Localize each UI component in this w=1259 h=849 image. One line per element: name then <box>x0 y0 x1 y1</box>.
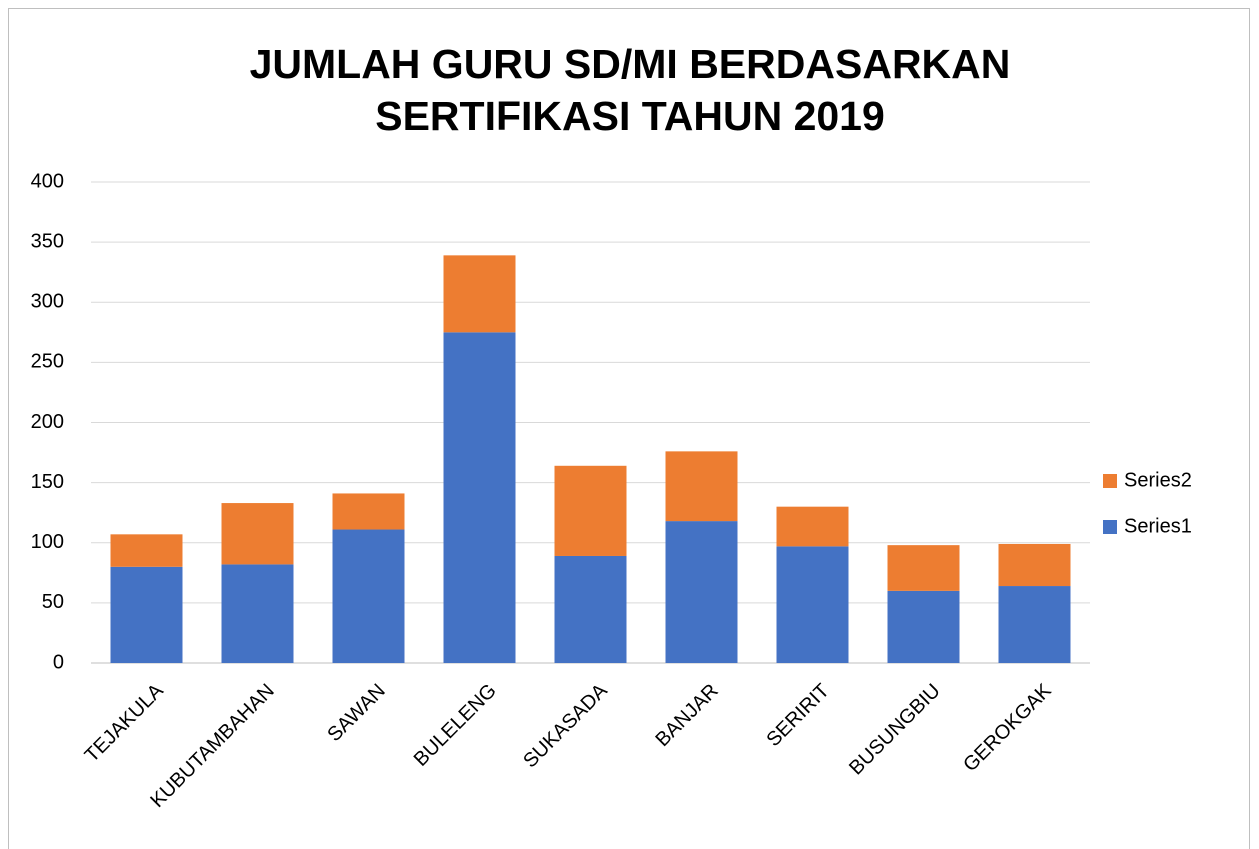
bar-segment <box>665 521 738 663</box>
bar-segment <box>443 332 516 663</box>
bar-segment <box>776 546 849 663</box>
y-tick-label: 0 <box>53 651 64 673</box>
x-tick-label: SUKASADA <box>519 679 612 772</box>
x-tick-label: SAWAN <box>323 680 389 746</box>
legend-label: Series1 <box>1124 515 1192 537</box>
bar-segment <box>221 564 294 663</box>
x-tick-label: GEROKGAK <box>959 679 1056 776</box>
bar-segment <box>332 493 405 530</box>
bar-segment <box>998 586 1071 663</box>
x-tick-label: TEJAKULA <box>81 679 169 767</box>
y-tick-label: 150 <box>31 471 64 493</box>
bar-segment <box>110 566 183 663</box>
y-tick-label: 200 <box>31 411 64 433</box>
x-tick-label: BUSUNGBIU <box>845 680 945 780</box>
y-tick-label: 50 <box>42 591 64 613</box>
bar-segment <box>887 545 960 591</box>
bar-segment <box>554 555 627 663</box>
bar-segment <box>443 255 516 333</box>
legend-label: Series2 <box>1124 469 1192 491</box>
x-tick-label: KUBUTAMBAHAN <box>146 680 278 812</box>
legend-swatch <box>1103 520 1117 534</box>
bar-segment <box>998 543 1071 587</box>
bar-segment <box>221 503 294 565</box>
bar-segment <box>332 529 405 663</box>
bar-segment <box>665 451 738 522</box>
y-tick-label: 100 <box>31 531 64 553</box>
y-tick-label: 250 <box>31 351 64 373</box>
y-tick-label: 300 <box>31 291 64 313</box>
legend-swatch <box>1103 474 1117 488</box>
chart-title: JUMLAH GURU SD/MI BERDASARKAN SERTIFIKAS… <box>249 41 1011 139</box>
bar-segment <box>554 465 627 556</box>
y-tick-label: 400 <box>31 170 64 192</box>
bar-segment <box>887 590 960 663</box>
y-tick-label: 350 <box>31 230 64 252</box>
x-tick-label: SERIRIT <box>762 680 833 751</box>
chart-border <box>8 8 1250 849</box>
x-tick-label: BULELENG <box>410 680 501 771</box>
bar-segment <box>776 506 849 547</box>
bar-segment <box>110 534 183 567</box>
x-tick-label: BANJAR <box>651 680 722 751</box>
